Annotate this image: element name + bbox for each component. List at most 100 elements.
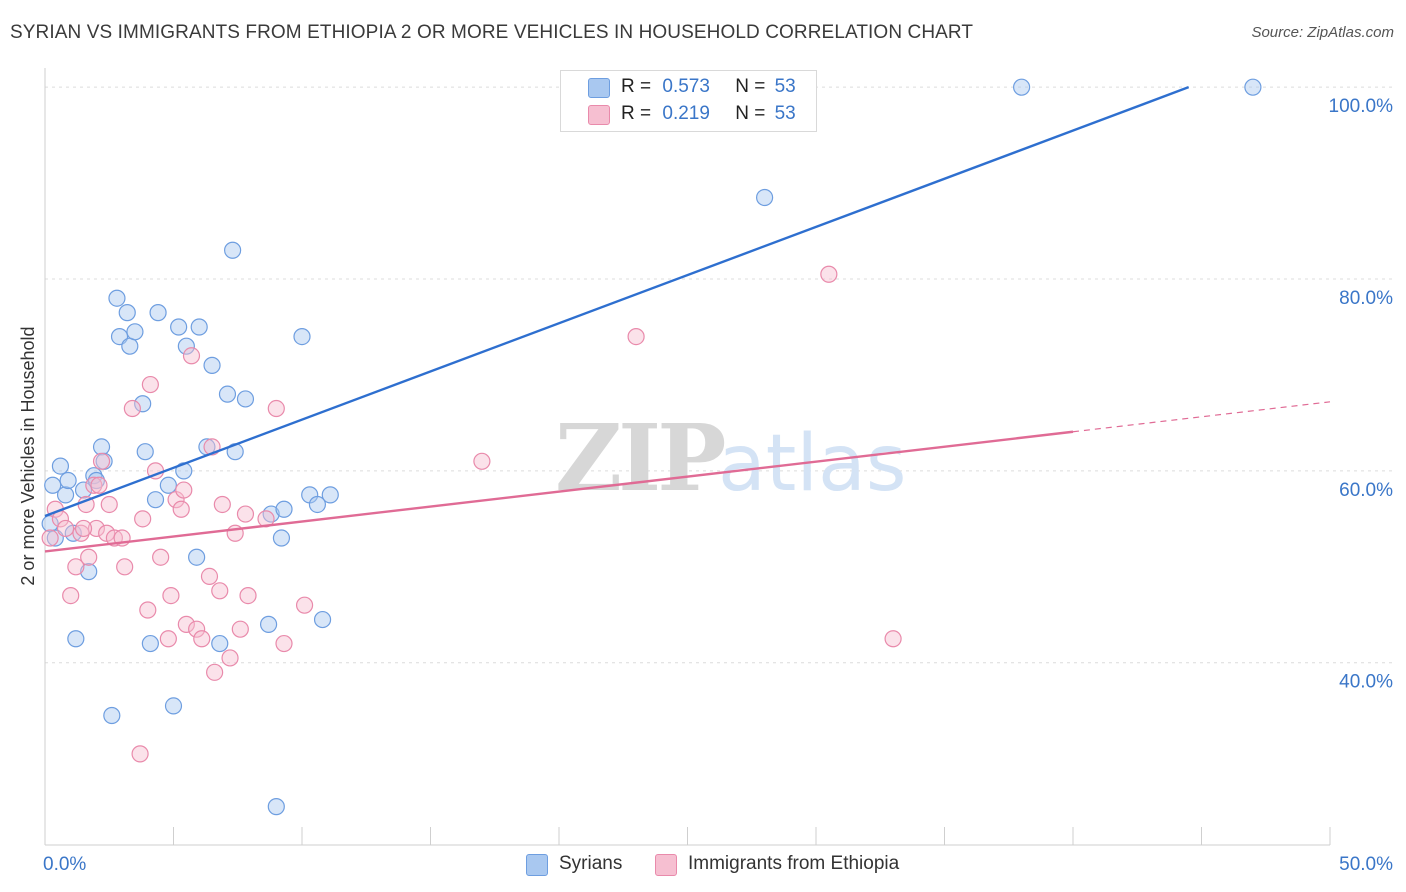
ethiopia-point: [159, 630, 177, 648]
syrians-point: [136, 443, 154, 461]
trend-lines: [44, 86, 1331, 553]
ethiopia-point: [139, 601, 157, 619]
syrians-point: [1012, 78, 1031, 96]
ethiopia-point: [72, 524, 90, 542]
ethiopia-point: [213, 495, 231, 514]
syrians-point: [177, 337, 195, 355]
chart-title: SYRIAN VS IMMIGRANTS FROM ETHIOPIA 2 OR …: [10, 22, 974, 43]
syrians-point: [126, 323, 144, 341]
legend-r-label: R =: [621, 103, 652, 124]
syrians-point: [275, 500, 293, 518]
ethiopia-point: [175, 481, 193, 499]
ethiopia-point: [172, 500, 190, 518]
syrians-point: [293, 327, 311, 346]
syrians-point: [141, 634, 159, 653]
syrians-point: [224, 241, 242, 259]
x-tick-label: 50.0%: [1339, 854, 1393, 875]
ethiopia-point: [80, 548, 98, 566]
legend-n-value: 53: [774, 103, 796, 124]
syrians-point: [190, 318, 208, 336]
syrians-point: [103, 706, 121, 725]
ethiopia-point: [221, 649, 239, 667]
ethiopia-point: [123, 399, 141, 418]
ethiopia-point: [236, 505, 255, 523]
ethiopia-legend-label: Immigrants from Ethiopia: [688, 853, 900, 874]
axes: [44, 68, 1331, 846]
ethiopia-point: [275, 634, 293, 653]
legend-n-label: N =: [735, 76, 766, 97]
ethiopia-point: [884, 630, 902, 648]
ethiopia-point: [116, 558, 134, 576]
x-tick-label: 0.0%: [43, 854, 86, 875]
syrians-point: [236, 390, 255, 408]
legend-r-label: R =: [621, 76, 652, 97]
syrians-point: [80, 563, 98, 581]
syrians-trend-line: [44, 86, 1190, 518]
ethiopia-point: [56, 519, 75, 538]
y-tick-label: 60.0%: [1339, 480, 1393, 501]
syrians-point: [188, 548, 206, 566]
ethiopia-point: [162, 586, 180, 605]
syrians-point: [272, 529, 291, 547]
legend-r-value: 0.573: [662, 76, 710, 97]
ethiopia-point: [100, 495, 118, 514]
ethiopia-point: [295, 596, 314, 614]
y-tick-label: 40.0%: [1339, 672, 1393, 693]
syrians-point: [313, 610, 332, 629]
syrians-point: [755, 188, 774, 207]
syrians-point: [146, 491, 165, 509]
syrians-swatch: [588, 78, 610, 98]
ethiopia-point: [188, 620, 206, 638]
syrians-point: [134, 395, 152, 413]
syrians-point: [262, 505, 280, 523]
ethiopia-point: [134, 510, 152, 528]
ethiopia-point: [231, 620, 249, 638]
source-label: Source: ZipAtlas.com: [1251, 24, 1394, 41]
syrians-point: [203, 356, 221, 374]
data-points: [41, 78, 1262, 816]
ethiopia-point: [87, 519, 106, 538]
syrians-point: [170, 318, 188, 336]
syrians-point: [121, 337, 139, 355]
ethiopia-point: [200, 567, 219, 586]
syrians-point: [67, 630, 85, 648]
ethiopia-point: [820, 265, 838, 283]
syrians-point: [1244, 78, 1262, 96]
syrians-point: [108, 289, 126, 307]
syrians-point: [87, 471, 106, 490]
syrians-point: [118, 304, 136, 322]
y-tick-label: 80.0%: [1339, 288, 1393, 309]
correlation-legend: R = 0.573 N = 53 R = 0.219 N = 53: [560, 70, 817, 132]
ethiopia-swatch: [588, 105, 610, 125]
y-axis-label: 2 or more Vehicles in Household: [18, 326, 38, 585]
ethiopia-point: [141, 375, 159, 394]
ethiopia-point: [182, 347, 201, 365]
ethiopia-point: [239, 586, 257, 605]
ethiopia-trend-line: [44, 430, 1074, 553]
watermark-zip: ZIP: [555, 404, 724, 512]
gridlines: [45, 86, 1393, 664]
syrians-point: [321, 486, 339, 504]
watermark-atlas: atlas: [718, 419, 907, 509]
syrians-point: [211, 634, 229, 653]
ethiopia-point: [211, 582, 229, 600]
legend-r-value: 0.219: [662, 103, 710, 124]
syrians-point: [85, 467, 103, 485]
ethiopia-point: [627, 327, 645, 346]
ethiopia-point: [74, 519, 93, 538]
ethiopia-point: [85, 476, 103, 494]
syrians-point: [218, 385, 237, 403]
ethiopia-point: [90, 476, 108, 494]
axis-labels: 40.0% 60.0% 80.0% 100.0% 0.0% 50.0% 2 or more …: [18, 96, 1393, 875]
ethiopia-point: [177, 615, 195, 633]
ethiopia-point: [131, 745, 149, 763]
syrians-point: [149, 304, 167, 322]
ethiopia-point: [267, 399, 285, 418]
ethiopia-point: [152, 548, 170, 566]
ethiopia-trend-extension: [1072, 401, 1331, 433]
ethiopia-point: [67, 558, 85, 576]
syrians-point: [259, 615, 278, 633]
syrians-point: [267, 798, 285, 816]
